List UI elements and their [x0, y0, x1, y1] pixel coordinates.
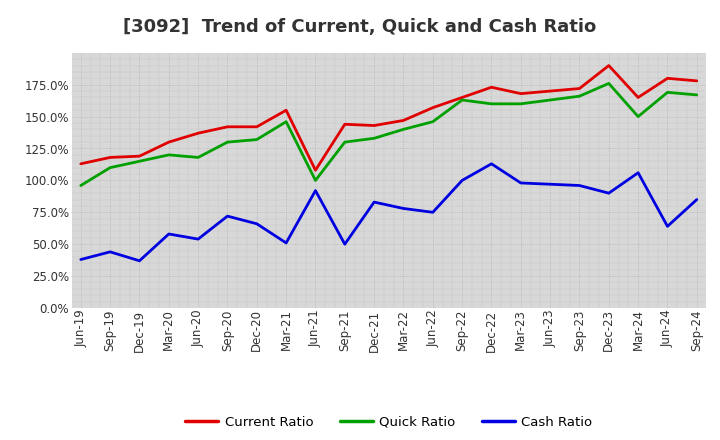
Quick Ratio	[487, 101, 496, 106]
Quick Ratio	[663, 90, 672, 95]
Cash Ratio	[164, 231, 173, 237]
Cash Ratio	[516, 180, 525, 186]
Current Ratio	[194, 131, 202, 136]
Quick Ratio	[370, 136, 379, 141]
Line: Cash Ratio: Cash Ratio	[81, 164, 697, 261]
Quick Ratio	[164, 152, 173, 158]
Current Ratio	[575, 86, 584, 91]
Cash Ratio	[663, 224, 672, 229]
Cash Ratio	[311, 188, 320, 193]
Cash Ratio	[458, 178, 467, 183]
Quick Ratio	[223, 139, 232, 145]
Cash Ratio	[428, 210, 437, 215]
Line: Current Ratio: Current Ratio	[81, 66, 697, 170]
Quick Ratio	[605, 81, 613, 86]
Current Ratio	[223, 124, 232, 129]
Cash Ratio	[546, 182, 554, 187]
Cash Ratio	[135, 258, 144, 264]
Current Ratio	[546, 88, 554, 94]
Cash Ratio	[575, 183, 584, 188]
Current Ratio	[605, 63, 613, 68]
Legend: Current Ratio, Quick Ratio, Cash Ratio: Current Ratio, Quick Ratio, Cash Ratio	[180, 411, 598, 434]
Quick Ratio	[428, 119, 437, 125]
Current Ratio	[164, 139, 173, 145]
Cash Ratio	[634, 170, 642, 176]
Current Ratio	[106, 155, 114, 160]
Quick Ratio	[693, 92, 701, 98]
Quick Ratio	[135, 159, 144, 164]
Cash Ratio	[370, 199, 379, 205]
Current Ratio	[135, 154, 144, 159]
Current Ratio	[458, 95, 467, 100]
Current Ratio	[663, 76, 672, 81]
Cash Ratio	[194, 236, 202, 242]
Cash Ratio	[341, 242, 349, 247]
Current Ratio	[311, 168, 320, 173]
Cash Ratio	[106, 249, 114, 254]
Cash Ratio	[223, 213, 232, 219]
Current Ratio	[634, 95, 642, 100]
Quick Ratio	[341, 139, 349, 145]
Text: [3092]  Trend of Current, Quick and Cash Ratio: [3092] Trend of Current, Quick and Cash …	[123, 18, 597, 36]
Quick Ratio	[399, 127, 408, 132]
Current Ratio	[282, 107, 290, 113]
Current Ratio	[399, 118, 408, 123]
Current Ratio	[253, 124, 261, 129]
Quick Ratio	[194, 155, 202, 160]
Current Ratio	[341, 121, 349, 127]
Current Ratio	[516, 91, 525, 96]
Current Ratio	[428, 105, 437, 110]
Cash Ratio	[76, 257, 85, 262]
Current Ratio	[487, 84, 496, 90]
Current Ratio	[370, 123, 379, 128]
Quick Ratio	[282, 119, 290, 125]
Cash Ratio	[487, 161, 496, 166]
Current Ratio	[693, 78, 701, 84]
Quick Ratio	[516, 101, 525, 106]
Quick Ratio	[106, 165, 114, 170]
Current Ratio	[76, 161, 85, 166]
Cash Ratio	[693, 197, 701, 202]
Quick Ratio	[76, 183, 85, 188]
Quick Ratio	[546, 97, 554, 103]
Quick Ratio	[575, 94, 584, 99]
Quick Ratio	[311, 178, 320, 183]
Quick Ratio	[253, 137, 261, 142]
Cash Ratio	[399, 206, 408, 211]
Quick Ratio	[458, 97, 467, 103]
Cash Ratio	[282, 240, 290, 246]
Cash Ratio	[253, 221, 261, 227]
Quick Ratio	[634, 114, 642, 119]
Line: Quick Ratio: Quick Ratio	[81, 84, 697, 186]
Cash Ratio	[605, 191, 613, 196]
